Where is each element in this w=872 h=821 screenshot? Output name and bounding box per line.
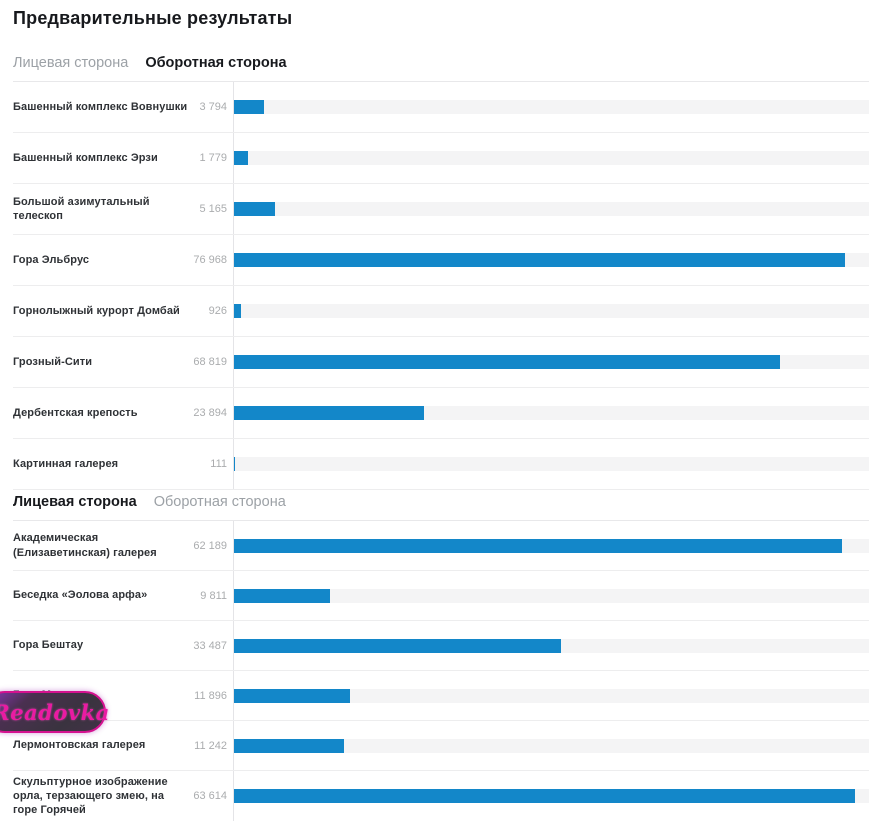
candidate-label: Башенный комплекс Вовнушки [13, 100, 188, 113]
vote-count: 68 819 [193, 356, 227, 368]
candidate-label: Гора Эльбрус [13, 253, 90, 266]
candidate-label: Лермонтовская галерея [13, 739, 146, 752]
result-row: Башенный комплекс Эрзи 1 779 [13, 133, 869, 184]
bar-track [233, 721, 869, 770]
vote-count: 63 614 [193, 790, 227, 802]
results-list-front-side: Академическая (Елизаветинская) галерея 6… [13, 521, 869, 821]
candidate-label: Горнолыжный курорт Домбай [13, 304, 180, 317]
candidate-label: Скульптурное изображение орла, терзающег… [13, 775, 168, 817]
bar-track [233, 82, 869, 132]
bar-track [233, 771, 869, 821]
result-row: Дербентская крепость 23 894 [13, 388, 869, 439]
vote-count: 1 779 [199, 152, 227, 164]
result-row: Скульптурное изображение орла, терзающег… [13, 771, 869, 821]
vote-count: 11 896 [194, 689, 227, 702]
vote-count: 11 242 [194, 739, 227, 752]
section-front-side: Лицевая сторона Оборотная сторона Академ… [13, 494, 869, 821]
section-back-side: Лицевая сторона Оборотная сторона Башенн… [13, 55, 869, 490]
results-list-back-side: Башенный комплекс Вовнушки 3 794 Башенны… [13, 82, 869, 490]
vote-bar [234, 355, 781, 369]
candidate-label: Дербентская крепость [13, 406, 138, 419]
candidate-label: Беседка «Эолова арфа» [13, 589, 148, 602]
vote-bar [234, 538, 842, 553]
bar-track [233, 621, 869, 670]
result-row: Большой азимутальный телескоп 5 165 [13, 184, 869, 235]
result-row: Гора Эльбрус 76 968 [13, 235, 869, 286]
vote-bar [234, 100, 265, 114]
candidate-label: Гора Машук [13, 689, 79, 702]
bar-track [233, 184, 869, 234]
candidate-label: Картинная галерея [13, 457, 119, 470]
bar-track [233, 439, 869, 489]
vote-bar [234, 406, 424, 420]
bar-track [233, 388, 869, 438]
vote-bar [234, 789, 856, 803]
result-row: Беседка «Эолова арфа» 9 811 [13, 571, 869, 621]
result-row: Лермонтовская галерея 11 242 [13, 721, 869, 771]
tab-front-side[interactable]: Лицевая сторона [13, 494, 137, 510]
page-title: Предварительные результаты [13, 8, 293, 28]
tab-back-side[interactable]: Оборотная сторона [145, 55, 287, 71]
vote-bar [234, 304, 242, 318]
result-row: Гора Бештау 33 487 [13, 621, 869, 671]
result-row: Картинная галерея 111 [13, 439, 869, 490]
tab-bar-section-1: Лицевая сторона Оборотная сторона [13, 55, 869, 82]
vote-bar [234, 588, 330, 603]
bar-track [233, 521, 869, 570]
vote-count: 62 189 [193, 539, 227, 552]
vote-count: 9 811 [200, 589, 227, 602]
result-row: Академическая (Елизаветинская) галерея 6… [13, 521, 869, 571]
vote-bar [234, 638, 562, 653]
vote-count: 23 894 [193, 407, 227, 419]
bar-track [233, 337, 869, 387]
candidate-label: Башенный комплекс Эрзи [13, 151, 158, 164]
bar-track [233, 133, 869, 183]
bar-track [233, 286, 869, 336]
bar-track [233, 235, 869, 285]
vote-count: 5 165 [199, 203, 227, 215]
vote-count: 3 794 [199, 101, 227, 113]
vote-bar [234, 202, 275, 216]
vote-bar [234, 688, 351, 703]
vote-bar [234, 738, 344, 753]
vote-count: 76 968 [193, 254, 227, 266]
tab-back-side[interactable]: Оборотная сторона [153, 494, 286, 510]
result-row: Гора Машук 11 896 [13, 671, 869, 721]
vote-bar [234, 457, 235, 471]
candidate-label: Академическая (Елизаветинская) галерея [13, 532, 157, 559]
candidate-label: Большой азимутальный телескоп [13, 195, 150, 222]
vote-bar [234, 253, 845, 267]
candidate-label: Грозный-Сити [13, 355, 93, 368]
tab-bar-section-2: Лицевая сторона Оборотная сторона [13, 494, 869, 521]
bar-track [233, 571, 869, 620]
result-row: Грозный-Сити 68 819 [13, 337, 869, 388]
result-row: Башенный комплекс Вовнушки 3 794 [13, 82, 869, 133]
vote-count: 33 487 [193, 639, 227, 652]
vote-count: 926 [208, 305, 227, 317]
candidate-label: Гора Бештау [13, 639, 84, 652]
bar-track [233, 671, 869, 720]
result-row: Горнолыжный курорт Домбай 926 [13, 286, 869, 337]
vote-count: 111 [210, 458, 227, 470]
tab-front-side[interactable]: Лицевая сторона [13, 55, 129, 71]
vote-bar [234, 151, 249, 165]
